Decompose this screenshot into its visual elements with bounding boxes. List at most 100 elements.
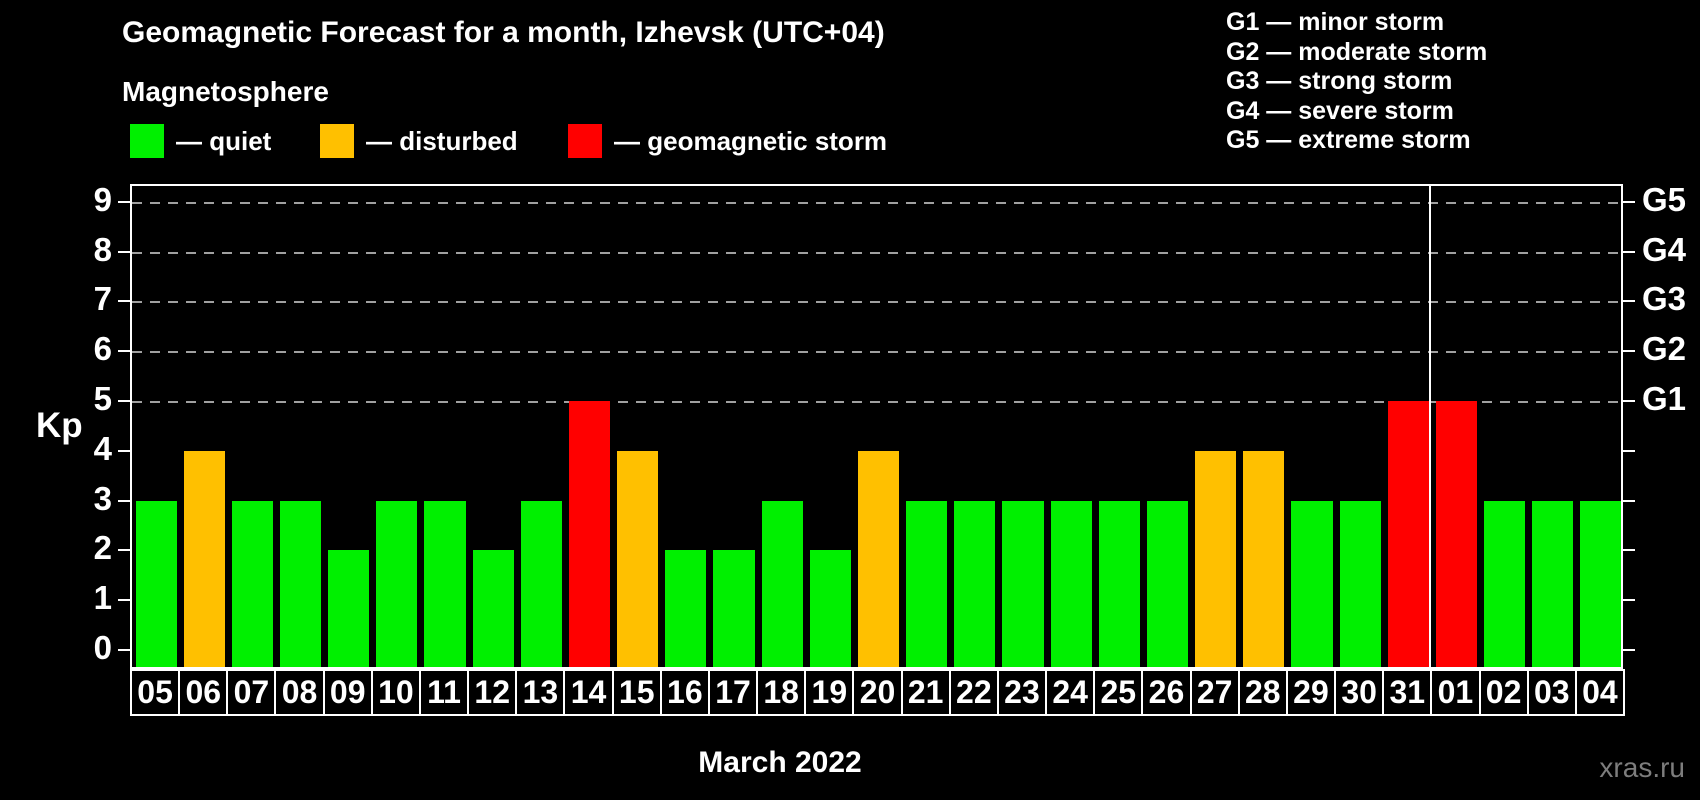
- y-label-7: 7: [93, 280, 112, 318]
- bar-day-17: [713, 550, 755, 667]
- magnetosphere-label: Magnetosphere: [122, 76, 329, 107]
- day-label-25: 25: [1093, 669, 1144, 716]
- storm-scale-line-4: G4 — severe storm: [1226, 96, 1454, 125]
- g-label-G4: G4: [1642, 230, 1687, 268]
- y-label-6: 6: [93, 330, 112, 368]
- g-label-G1: G1: [1642, 380, 1687, 417]
- watermark: xras.ru: [1599, 752, 1685, 783]
- day-label-27: 27: [1189, 669, 1240, 716]
- bar-day-24: [1050, 500, 1092, 667]
- bar-day-10: [376, 500, 418, 667]
- gridline-kp-7: [132, 301, 1621, 304]
- left-tick-4: [118, 449, 130, 452]
- left-tick-3: [118, 499, 130, 502]
- day-label-29: 29: [1285, 669, 1337, 716]
- day-label-26: 26: [1141, 669, 1192, 716]
- g-label-G3: G3: [1642, 280, 1687, 318]
- day-label-07: 07: [226, 669, 277, 716]
- legend-swatch-storm: [568, 124, 602, 158]
- left-tick-1: [118, 599, 130, 602]
- legend-swatch-disturbed: [320, 124, 354, 158]
- bar-day-22: [954, 500, 996, 667]
- storm-scale-line-2: G2 — moderate storm: [1226, 37, 1488, 66]
- legend-label-quiet: — quiet: [176, 126, 272, 156]
- bar-day-28: [1243, 450, 1285, 667]
- bar-day-06: [183, 450, 225, 667]
- left-tick-6: [118, 350, 130, 353]
- bar-day-23: [1002, 500, 1044, 667]
- storm-scale-line-3: G3 — strong storm: [1226, 67, 1453, 95]
- x-axis-day-labels: 05 06 07 08 09 10 11 12 13 14 15 16 17 18 19 20 21 22 23 24…: [130, 669, 1626, 716]
- right-tick-7: [1623, 300, 1635, 303]
- bar-day-01: [1435, 401, 1477, 667]
- day-label-21: 21: [900, 669, 951, 716]
- bar-day-30: [1339, 500, 1381, 667]
- left-tick-0: [118, 649, 130, 651]
- bar-day-07: [231, 500, 273, 667]
- day-label-19: 19: [804, 669, 855, 716]
- plot-area: [130, 184, 1623, 669]
- gridline-kp-8: [132, 251, 1621, 254]
- bar-day-09: [328, 550, 370, 667]
- right-tick-1: [1623, 599, 1635, 602]
- day-label-02: 02: [1478, 669, 1529, 716]
- bar-day-12: [472, 550, 514, 667]
- bar-day-19: [809, 550, 851, 667]
- y-label-3: 3: [93, 479, 112, 517]
- bar-day-29: [1291, 500, 1333, 667]
- day-label-12: 12: [467, 669, 518, 716]
- day-label-04: 04: [1574, 669, 1625, 716]
- legend-label-disturbed: — disturbed: [366, 126, 518, 156]
- right-tick-3: [1623, 499, 1635, 502]
- storm-scale-line-1: G1 — minor storm: [1226, 8, 1445, 36]
- bar-day-03: [1532, 500, 1574, 667]
- bar-day-25: [1098, 500, 1140, 667]
- right-tick-8: [1623, 250, 1635, 253]
- day-label-16: 16: [659, 669, 710, 716]
- y-label-2: 2: [93, 529, 112, 567]
- y-label-8: 8: [93, 230, 112, 268]
- day-label-15: 15: [611, 669, 662, 716]
- x-axis-title: March 2022: [698, 746, 862, 779]
- bar-day-20: [857, 450, 900, 667]
- bar-day-14: [568, 401, 611, 667]
- bar-day-21: [906, 500, 948, 667]
- left-tick-8: [118, 250, 130, 253]
- y-label-0: 0: [93, 629, 112, 666]
- bar-day-31: [1387, 401, 1429, 667]
- day-label-22: 22: [948, 669, 999, 716]
- day-label-01: 01: [1430, 669, 1481, 716]
- y-label-4: 4: [93, 429, 112, 467]
- chart-title: Geomagnetic Forecast for a month, Izhevs…: [122, 16, 885, 49]
- day-label-13: 13: [515, 669, 566, 716]
- day-label-20: 20: [852, 669, 903, 716]
- y-axis-title: Kp: [36, 406, 83, 445]
- day-label-17: 17: [707, 669, 759, 716]
- g-label-G5: G5: [1642, 180, 1687, 218]
- right-tick-5: [1623, 400, 1635, 402]
- right-tick-9: [1623, 200, 1635, 203]
- left-tick-7: [118, 300, 130, 303]
- day-label-10: 10: [370, 669, 421, 716]
- legend-swatch-quiet: [130, 124, 164, 158]
- bar-day-02: [1484, 500, 1526, 667]
- day-label-28: 28: [1237, 669, 1288, 716]
- legend-label-storm: — geomagnetic storm: [614, 126, 888, 156]
- legend: — quiet — disturbed — geomagnetic storm: [0, 120, 1000, 160]
- day-label-23: 23: [996, 669, 1048, 716]
- storm-scale-legend: G1 — minor storm G2 — moderate storm G3 — …: [1226, 8, 1487, 156]
- bar-day-27: [1195, 450, 1237, 667]
- bar-day-08: [279, 500, 322, 667]
- storm-scale-line-5: G5 — extreme storm: [1226, 126, 1471, 154]
- day-label-14: 14: [563, 669, 614, 716]
- right-tick-2: [1623, 549, 1635, 552]
- right-tick-4: [1623, 449, 1635, 452]
- right-tick-6: [1623, 350, 1635, 353]
- day-label-11: 11: [418, 669, 470, 716]
- bar-day-04: [1580, 500, 1622, 667]
- gridline-kp-6: [132, 351, 1621, 354]
- bar-day-16: [665, 550, 707, 667]
- day-label-06: 06: [178, 669, 229, 716]
- y-label-9: 9: [93, 180, 112, 218]
- gridline-kp-9: [132, 201, 1621, 204]
